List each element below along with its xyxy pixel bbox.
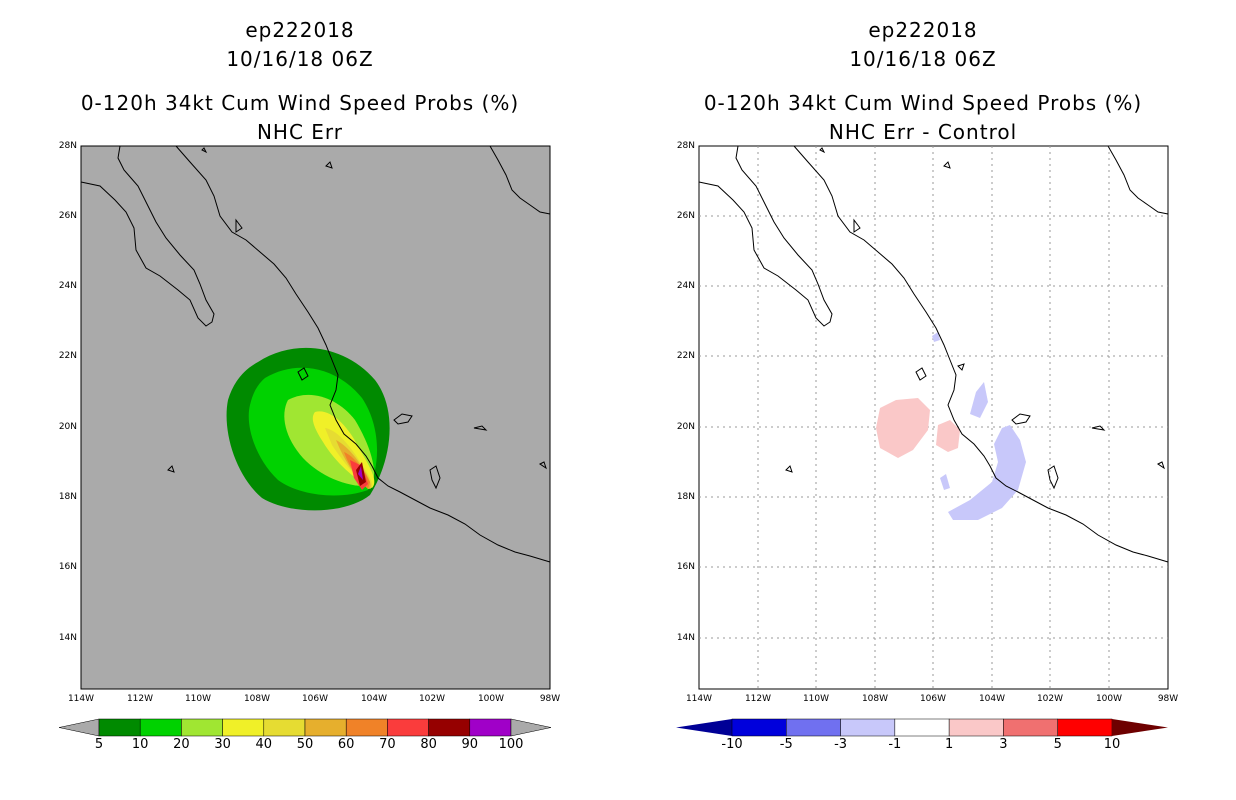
coastline	[80, 145, 551, 563]
lat-label: 24N	[676, 281, 695, 291]
difference-contours	[876, 332, 1026, 520]
lat-label: 24N	[58, 281, 77, 291]
colorbar-label: 80	[420, 737, 437, 752]
colorbar-label: 10	[1103, 737, 1121, 752]
lon-label: 102W	[418, 694, 446, 704]
left-panel: ep222018 10/16/18 06Z 0-120h 34kt Cum Wi…	[58, 18, 561, 752]
right-map	[698, 145, 1169, 690]
colorbar-segment	[1057, 718, 1113, 737]
lon-label: 98W	[539, 694, 561, 704]
lat-label: 18N	[676, 492, 695, 502]
colorbar-segment	[948, 718, 1004, 737]
lon-label: 108W	[243, 694, 271, 704]
lon-label: 114W	[67, 694, 95, 704]
colorbar-segment	[387, 718, 429, 737]
colorbar-segment	[139, 718, 182, 737]
left-map	[80, 145, 551, 690]
lon-label: 102W	[1036, 694, 1064, 704]
colorbar-label: 5	[94, 737, 104, 752]
lon-label: 112W	[744, 694, 772, 704]
lon-label: 112W	[126, 694, 154, 704]
left-colorbar	[58, 718, 552, 737]
colorbar-label: 90	[461, 737, 479, 752]
storm-id-title: ep222018	[245, 18, 355, 42]
lon-label: 104W	[360, 694, 388, 704]
colorbar-label: 5	[1053, 737, 1062, 752]
subtitle: NHC Err - Control	[828, 120, 1018, 144]
colorbar-label: 3	[999, 737, 1008, 752]
lat-label: 22N	[676, 351, 695, 361]
colorbar-label: -3	[834, 737, 848, 752]
colorbar-label: -10	[721, 737, 743, 752]
colorbar-below-arrow	[58, 718, 100, 737]
storm-id-title: ep222018	[868, 18, 978, 42]
lat-label: 22N	[58, 351, 77, 361]
lat-label: 26N	[58, 211, 77, 221]
probability-swath	[226, 347, 390, 511]
colorbar-segment	[181, 718, 223, 737]
colorbar-label: 100	[498, 737, 524, 752]
colorbar-label: -5	[779, 737, 793, 752]
colorbar-label: 50	[296, 737, 314, 752]
colorbar-below-arrow	[676, 719, 732, 736]
right-panel: ep222018 10/16/18 06Z 0-120h 34kt Cum Wi…	[618, 0, 1236, 800]
lon-label: 100W	[1095, 694, 1123, 704]
colorbar-label: 30	[214, 737, 231, 752]
lat-label: 14N	[676, 633, 695, 643]
colorbar-segment	[731, 718, 787, 737]
colorbar-segment	[263, 718, 306, 737]
colorbar-segment	[469, 718, 512, 737]
lat-label: 16N	[58, 562, 77, 572]
colorbar-segment	[304, 718, 347, 737]
colorbar-segment	[428, 718, 471, 737]
lon-label: 110W	[184, 694, 212, 704]
lat-label: 14N	[58, 633, 77, 643]
lat-label: 18N	[58, 492, 77, 502]
lon-label: 104W	[978, 694, 1006, 704]
lon-label: 98W	[1157, 694, 1179, 704]
colorbar-segment	[840, 718, 896, 737]
colorbar-label: -1	[888, 737, 902, 752]
lat-label: 16N	[676, 562, 695, 572]
lon-label: 110W	[802, 694, 830, 704]
lon-label: 108W	[861, 694, 889, 704]
colorbar-segment	[1003, 718, 1058, 737]
lon-label: 106W	[919, 694, 947, 704]
colorbar-label: 1	[945, 737, 954, 752]
lat-label: 26N	[676, 211, 695, 221]
colorbar-segment	[345, 718, 388, 737]
colorbar-above-arrow	[1112, 719, 1168, 736]
colorbar-above-arrow	[510, 718, 552, 737]
lat-label: 20N	[676, 422, 695, 432]
colorbar-segment	[786, 718, 841, 737]
datetime-title: 10/16/18 06Z	[226, 47, 374, 71]
lon-label: 114W	[685, 694, 713, 704]
product-title: 0-120h 34kt Cum Wind Speed Probs (%)	[80, 91, 520, 115]
lat-label: 20N	[58, 422, 77, 432]
colorbar-label: 10	[131, 737, 149, 752]
datetime-title: 10/16/18 06Z	[849, 47, 997, 71]
colorbar-label: 40	[255, 737, 273, 752]
colorbar-segment	[222, 718, 265, 737]
colorbar-label: 20	[173, 737, 190, 752]
colorbar-segment	[894, 718, 950, 737]
lat-label: 28N	[58, 141, 77, 151]
colorbar-label: 70	[379, 737, 396, 752]
gridlines	[699, 146, 1168, 689]
colorbar-label: 60	[337, 737, 355, 752]
product-title: 0-120h 34kt Cum Wind Speed Probs (%)	[703, 91, 1143, 115]
subtitle: NHC Err	[256, 120, 344, 144]
lon-label: 100W	[477, 694, 505, 704]
lat-label: 28N	[676, 141, 695, 151]
lon-label: 106W	[301, 694, 329, 704]
right-colorbar	[676, 718, 1168, 737]
coastline	[698, 145, 1169, 563]
colorbar-segment	[98, 718, 141, 737]
